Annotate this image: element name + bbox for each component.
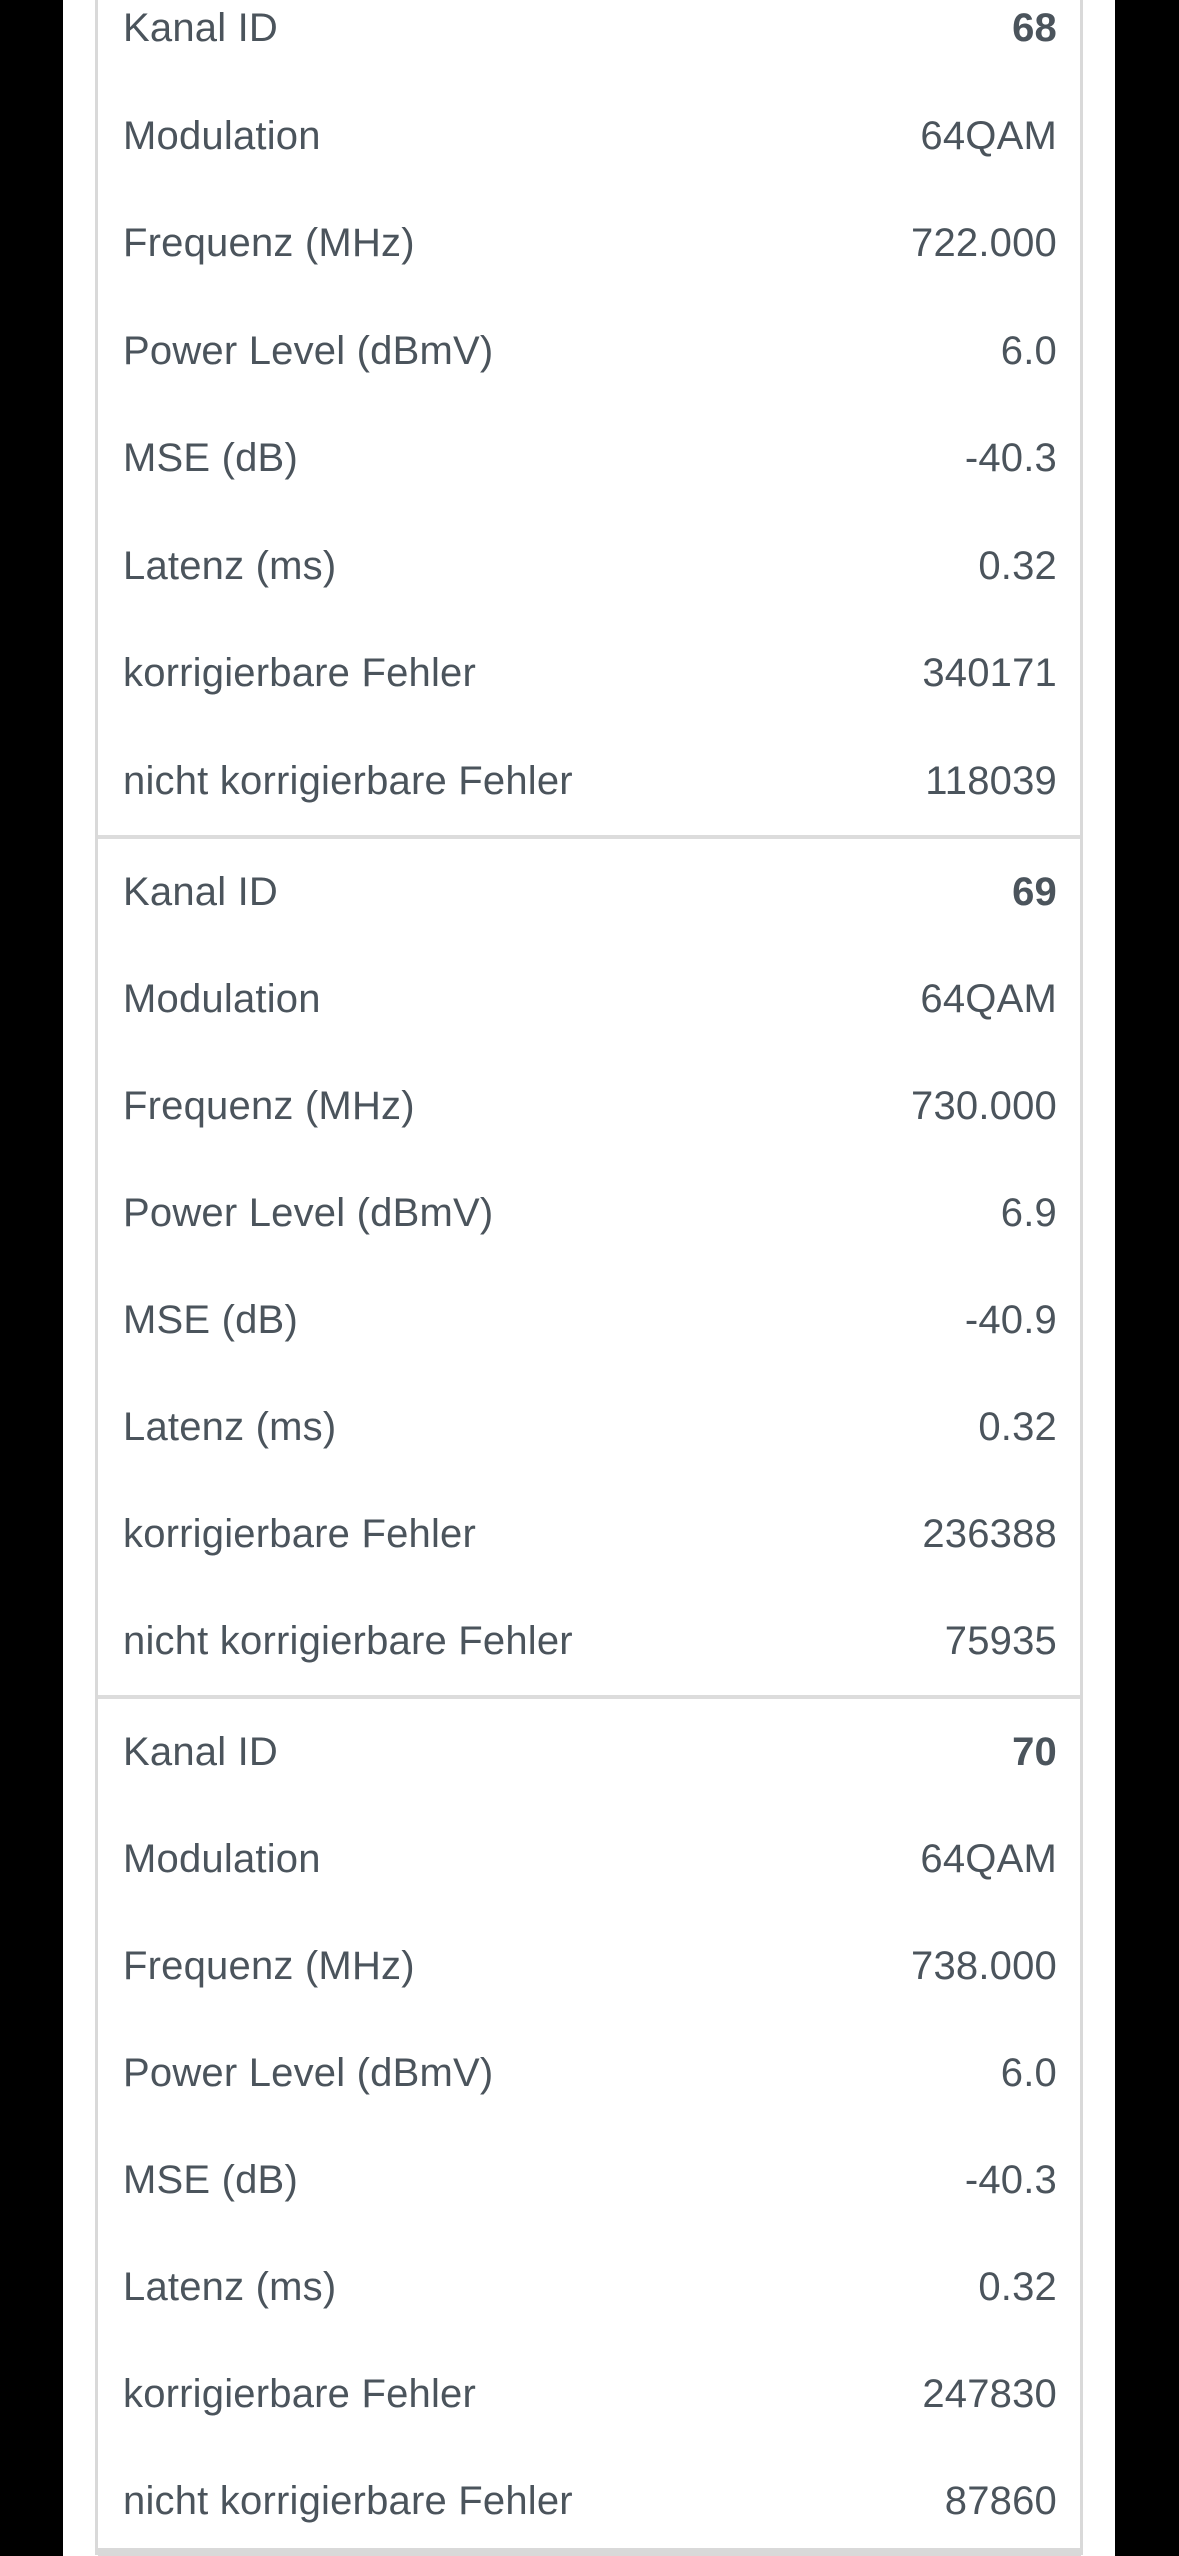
next-section-separator — [98, 2548, 1081, 2556]
row-value: 6.9 — [1000, 1191, 1057, 1235]
row-value: 87860 — [944, 2479, 1057, 2523]
row-value: 64QAM — [920, 1837, 1057, 1881]
row-label: nicht korrigierbare Fehler — [123, 1619, 573, 1663]
row-value: 0.32 — [978, 2265, 1057, 2309]
row-value: 70 — [1012, 1730, 1057, 1774]
row-label: Frequenz (MHz) — [123, 1084, 415, 1128]
row-value: 730.000 — [911, 1084, 1057, 1128]
row-value: 247830 — [922, 2372, 1057, 2416]
row-label: Modulation — [123, 113, 321, 158]
row-label: MSE (dB) — [123, 2158, 298, 2202]
row-value: 68 — [1012, 6, 1057, 51]
left-pillarbox-bar — [0, 0, 63, 2556]
row-korrigierbare-fehler: korrigierbare Fehler 236388 — [98, 1481, 1080, 1588]
row-label: Frequenz (MHz) — [123, 221, 415, 266]
row-value: 69 — [1012, 870, 1057, 914]
row-nicht-korrigierbare-fehler: nicht korrigierbare Fehler 118039 — [98, 728, 1080, 836]
row-value: -40.3 — [964, 436, 1057, 481]
row-value: 64QAM — [920, 113, 1057, 158]
row-korrigierbare-fehler: korrigierbare Fehler 340171 — [98, 620, 1080, 728]
row-label: Power Level (dBmV) — [123, 2051, 494, 2095]
row-latenz: Latenz (ms) 0.32 — [98, 2234, 1080, 2341]
row-power-level: Power Level (dBmV) 6.0 — [98, 298, 1080, 406]
row-frequenz: Frequenz (MHz) 730.000 — [98, 1053, 1080, 1160]
row-label: Latenz (ms) — [123, 543, 337, 588]
row-modulation: Modulation 64QAM — [98, 83, 1080, 191]
row-label: Modulation — [123, 1837, 321, 1881]
row-kanal-id: Kanal ID 69 — [98, 839, 1080, 946]
row-label: Latenz (ms) — [123, 1405, 337, 1449]
row-label: korrigierbare Fehler — [123, 651, 477, 696]
channel-section: Kanal ID 70 Modulation 64QAM Frequenz (M… — [98, 1695, 1080, 2555]
row-modulation: Modulation 64QAM — [98, 1806, 1080, 1913]
row-label: Modulation — [123, 977, 321, 1021]
row-nicht-korrigierbare-fehler: nicht korrigierbare Fehler 87860 — [98, 2448, 1080, 2555]
row-value: -40.9 — [964, 1298, 1057, 1342]
row-kanal-id: Kanal ID 70 — [98, 1699, 1080, 1806]
row-label: korrigierbare Fehler — [123, 1512, 477, 1556]
row-label: Latenz (ms) — [123, 2265, 337, 2309]
row-power-level: Power Level (dBmV) 6.0 — [98, 2020, 1080, 2127]
row-value: 6.0 — [1000, 328, 1057, 373]
row-label: nicht korrigierbare Fehler — [123, 2479, 573, 2523]
row-value: 64QAM — [920, 977, 1057, 1021]
row-value: 236388 — [922, 1512, 1057, 1556]
row-frequenz: Frequenz (MHz) 738.000 — [98, 1913, 1080, 2020]
row-latenz: Latenz (ms) 0.32 — [98, 513, 1080, 621]
row-label: Power Level (dBmV) — [123, 1191, 494, 1235]
row-mse: MSE (dB) -40.3 — [98, 405, 1080, 513]
row-value: 0.32 — [978, 1405, 1057, 1449]
row-label: Power Level (dBmV) — [123, 328, 494, 373]
channel-section: Kanal ID 69 Modulation 64QAM Frequenz (M… — [98, 835, 1080, 1695]
row-latenz: Latenz (ms) 0.32 — [98, 1374, 1080, 1481]
row-value: 75935 — [944, 1619, 1057, 1663]
channel-section: Kanal ID 68 Modulation 64QAM Frequenz (M… — [98, 0, 1080, 835]
row-korrigierbare-fehler: korrigierbare Fehler 247830 — [98, 2341, 1080, 2448]
row-value: -40.3 — [964, 2158, 1057, 2202]
right-pillarbox-bar — [1115, 0, 1179, 2556]
row-mse: MSE (dB) -40.9 — [98, 1267, 1080, 1374]
row-frequenz: Frequenz (MHz) 722.000 — [98, 190, 1080, 298]
row-value: 118039 — [925, 758, 1057, 803]
row-label: nicht korrigierbare Fehler — [123, 758, 573, 803]
row-modulation: Modulation 64QAM — [98, 946, 1080, 1053]
row-label: korrigierbare Fehler — [123, 2372, 477, 2416]
row-label: MSE (dB) — [123, 1298, 298, 1342]
row-kanal-id: Kanal ID 68 — [98, 0, 1080, 83]
row-power-level: Power Level (dBmV) 6.9 — [98, 1160, 1080, 1267]
row-mse: MSE (dB) -40.3 — [98, 2127, 1080, 2234]
row-label: Kanal ID — [123, 870, 279, 914]
row-value: 722.000 — [911, 221, 1057, 266]
downstream-channel-table: Kanal ID 68 Modulation 64QAM Frequenz (M… — [95, 0, 1083, 2555]
row-label: MSE (dB) — [123, 436, 298, 481]
row-label: Kanal ID — [123, 6, 279, 51]
row-label: Kanal ID — [123, 1730, 279, 1774]
row-value: 738.000 — [911, 1944, 1057, 1988]
row-value: 0.32 — [978, 543, 1057, 588]
row-nicht-korrigierbare-fehler: nicht korrigierbare Fehler 75935 — [98, 1588, 1080, 1695]
row-label: Frequenz (MHz) — [123, 1944, 415, 1988]
row-value: 340171 — [922, 651, 1057, 696]
row-value: 6.0 — [1000, 2051, 1057, 2095]
